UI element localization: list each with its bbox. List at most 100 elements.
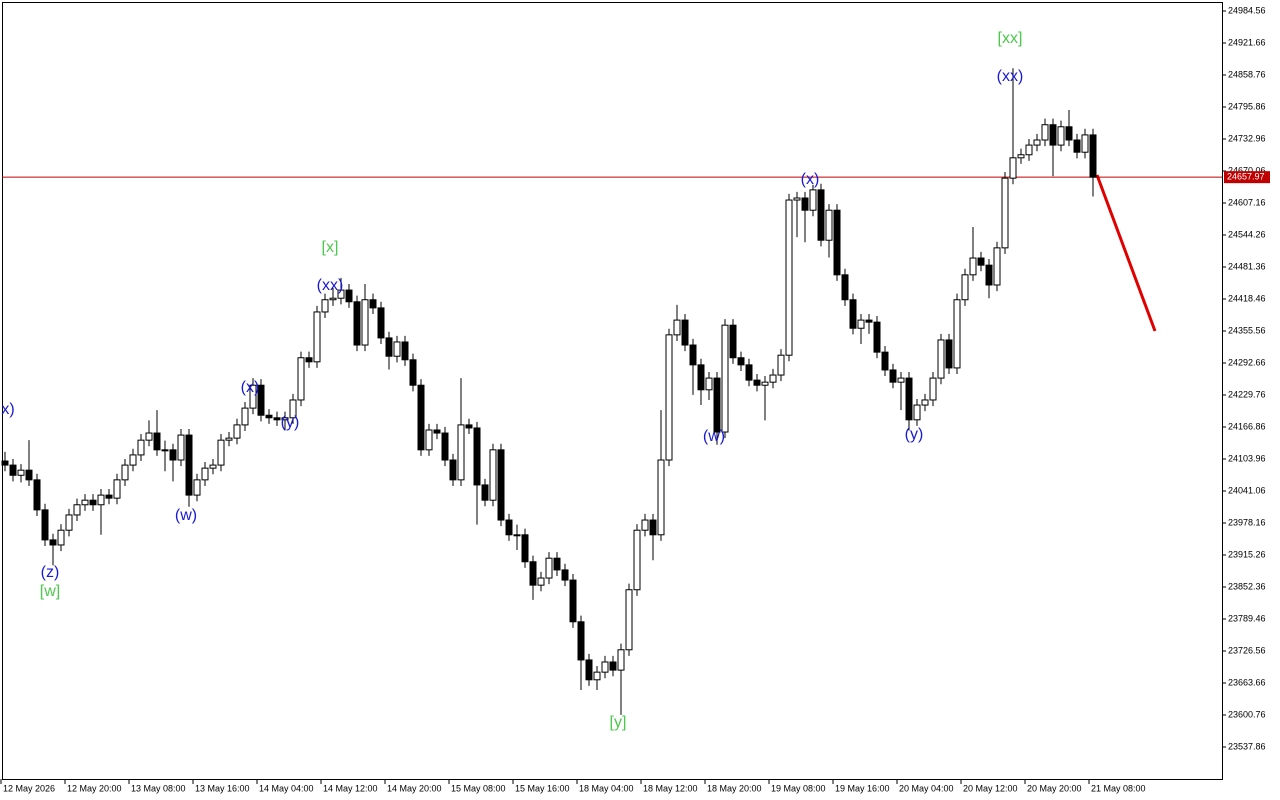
candle-body: [625, 589, 633, 651]
candle-body: [689, 344, 697, 366]
candle-body: [1057, 126, 1065, 146]
candle-body: [129, 454, 137, 466]
candle-body: [897, 377, 905, 383]
x-tick-label: 13 May 16:00: [195, 783, 250, 793]
y-tick-label: 24041.06: [1228, 485, 1266, 495]
candle-body: [673, 319, 681, 336]
x-tick-label: 21 May 08:00: [1091, 783, 1146, 793]
candle-body: [441, 432, 449, 461]
candle-body: [721, 324, 729, 433]
candle-body: [577, 621, 585, 661]
candle-body: [657, 459, 665, 536]
candle-body: [497, 449, 505, 521]
candle-body: [393, 341, 401, 357]
wave-label: (y): [281, 414, 300, 431]
candle-body: [401, 341, 409, 361]
candle-body: [697, 364, 705, 391]
candle-body: [945, 339, 953, 369]
candle-body: [817, 189, 825, 241]
candle-body: [41, 509, 49, 541]
wave-label: (x): [801, 171, 820, 188]
candle-body: [1089, 134, 1097, 178]
candle-body: [1073, 139, 1081, 153]
candle-body: [217, 439, 225, 466]
y-tick-label: 24292.66: [1228, 357, 1266, 367]
y-tick-label: 23600.76: [1228, 709, 1266, 719]
candle-body: [585, 659, 593, 681]
candle-body: [17, 469, 25, 476]
candle-body: [633, 529, 641, 591]
x-tick-label: 20 May 20:00: [1027, 783, 1082, 793]
candle-body: [769, 374, 777, 383]
y-tick-label: 24670.06: [1228, 165, 1266, 175]
x-tick-label: 15 May 16:00: [515, 783, 570, 793]
x-tick-label: 20 May 04:00: [899, 783, 954, 793]
candle-body: [593, 671, 601, 681]
candle-body: [889, 369, 897, 383]
candle-body: [961, 274, 969, 301]
candle-body: [249, 384, 257, 409]
candle-body: [417, 384, 425, 451]
candle-body: [225, 437, 233, 441]
candle-body: [489, 449, 497, 501]
candle-body: [1009, 157, 1017, 179]
x-tick-label: 12 May 20:00: [67, 783, 122, 793]
candle-body: [969, 257, 977, 276]
candle-body: [713, 377, 721, 433]
candle-body: [297, 357, 305, 401]
candle-body: [865, 319, 873, 323]
candle-body: [329, 297, 337, 301]
y-tick-label: 24607.16: [1228, 197, 1266, 207]
x-tick-label: 19 May 16:00: [835, 783, 890, 793]
candle-body: [921, 399, 929, 406]
candle-body: [1025, 144, 1033, 156]
y-tick-label: 23789.46: [1228, 613, 1266, 623]
candle-body: [409, 359, 417, 386]
candle-body: [177, 434, 185, 461]
candle-body: [825, 209, 833, 241]
candle-body: [185, 434, 193, 496]
candle-body: [33, 479, 41, 511]
candle-body: [193, 479, 201, 496]
candle-body: [1049, 124, 1057, 146]
candle-body: [505, 519, 513, 536]
candle-body: [265, 414, 273, 419]
candle-body: [65, 514, 73, 531]
candle-body: [553, 557, 561, 571]
candle-body: [473, 427, 481, 486]
x-tick-label: 19 May 08:00: [771, 783, 826, 793]
x-tick-label: 14 May 12:00: [323, 783, 378, 793]
candle-body: [425, 429, 433, 451]
candle-body: [737, 357, 745, 366]
x-tick-label: 14 May 20:00: [387, 783, 442, 793]
candle-body: [569, 579, 577, 623]
candle-body: [801, 197, 809, 211]
y-tick-label: 24984.56: [1228, 5, 1266, 15]
candle-body: [729, 324, 737, 359]
candle-body: [753, 379, 761, 386]
candle-body: [481, 484, 489, 501]
candle-body: [89, 499, 97, 506]
x-tick-label: 18 May 04:00: [579, 783, 634, 793]
wave-label: x): [1, 401, 14, 418]
candle-body: [105, 494, 113, 499]
wave-label: (z): [41, 564, 60, 581]
y-tick-label: 24795.86: [1228, 101, 1266, 111]
candle-body: [521, 534, 529, 563]
candle-body: [649, 519, 657, 536]
candle-body: [513, 534, 521, 537]
candle-body: [529, 561, 537, 586]
candle-body: [913, 404, 921, 421]
candle-body: [241, 407, 249, 426]
y-tick-label: 23852.36: [1228, 581, 1266, 591]
candle-body: [841, 274, 849, 301]
candle-body: [433, 429, 441, 434]
candle-body: [929, 377, 937, 401]
x-tick-label: 13 May 08:00: [131, 783, 186, 793]
candle-body: [337, 289, 345, 299]
candle-body: [121, 464, 129, 481]
wave-label: (w): [175, 507, 197, 524]
y-tick-label: 24544.26: [1228, 229, 1266, 239]
candle-body: [641, 519, 649, 531]
candle-body: [1065, 126, 1073, 141]
